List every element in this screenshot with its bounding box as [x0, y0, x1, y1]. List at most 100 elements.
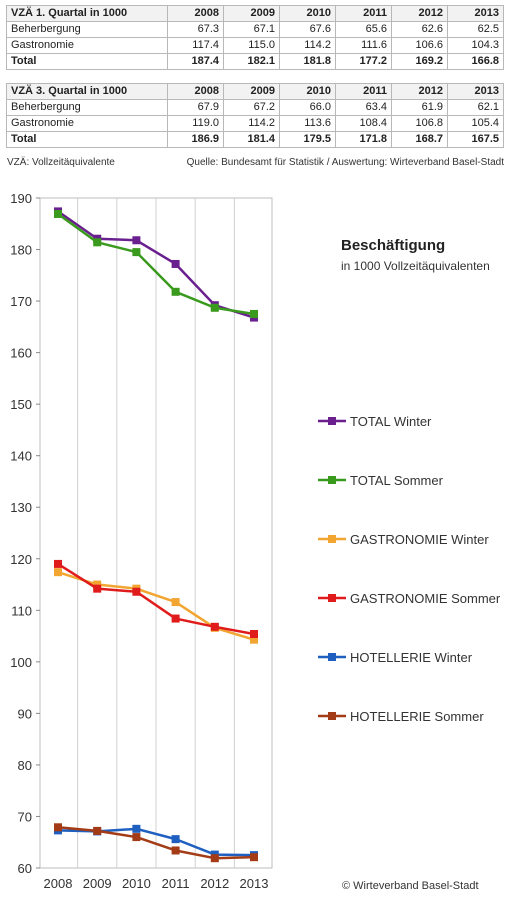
cell: 119.0 — [167, 115, 224, 132]
x-tick-label: 2010 — [122, 876, 151, 891]
data-point — [171, 835, 180, 844]
data-point — [93, 580, 102, 589]
cell: 114.2 — [279, 37, 336, 54]
legend: TOTAL Winter TOTAL Sommer GASTRONOMIE Wint… — [318, 414, 501, 724]
cell: 181.8 — [279, 53, 336, 70]
year-header: 2008 — [167, 5, 224, 22]
cell: 177.2 — [335, 53, 392, 70]
series-line — [57, 562, 255, 636]
x-tick-label: 2009 — [83, 876, 112, 891]
cell: 62.6 — [391, 21, 448, 38]
chart-title: Beschäftigung — [341, 237, 445, 254]
cell: 186.9 — [167, 131, 224, 148]
y-tick-label: 180 — [10, 243, 32, 258]
cell: 106.8 — [391, 115, 448, 132]
cell: 166.8 — [447, 53, 504, 70]
data-point — [132, 833, 141, 842]
data-point — [54, 559, 62, 568]
cell: 111.6 — [335, 37, 392, 54]
row-label: Total — [6, 131, 168, 148]
line-chart: 60 70 80 90 100 110 120 130 140 150 160 170 180 190 2… — [10, 191, 501, 892]
cell: 114.2 — [223, 115, 280, 132]
cell: 108.4 — [335, 115, 392, 132]
table-header-row: VZÄ 3. Quartal in 1000 2008 2009 2010 20… — [6, 83, 504, 100]
table-row: Gastronomie 119.0 114.2 113.6 108.4 106.… — [6, 115, 504, 132]
cell: 182.1 — [223, 53, 280, 70]
legend-marker — [328, 417, 336, 425]
copyright-text: © Wirteverband Basel-Stadt — [342, 880, 479, 892]
year-header: 2010 — [279, 5, 336, 22]
cell: 106.6 — [391, 37, 448, 54]
data-point — [171, 259, 180, 268]
legend-item: TOTAL Winter — [318, 414, 432, 429]
x-tick-label: 2012 — [200, 876, 229, 891]
cell: 66.0 — [279, 99, 336, 116]
data-point — [171, 846, 180, 855]
cell: 115.0 — [223, 37, 280, 54]
table-row: Beherbergung 67.3 67.1 67.6 65.6 62.6 62… — [6, 21, 504, 38]
legend-item: GASTRONOMIE Winter — [318, 532, 489, 547]
year-header: 2012 — [391, 83, 448, 100]
legend-item: HOTELLERIE Sommer — [318, 709, 484, 724]
year-header: 2009 — [223, 83, 280, 100]
year-header: 2009 — [223, 5, 280, 22]
legend-marker — [328, 653, 336, 661]
y-tick-label: 80 — [18, 758, 32, 773]
series-line — [57, 570, 255, 641]
table-row: Beherbergung 67.9 67.2 66.0 63.4 61.9 62… — [6, 99, 504, 116]
cell: 67.3 — [167, 21, 224, 38]
data-point — [171, 287, 180, 296]
year-header: 2010 — [279, 83, 336, 100]
cell: 113.6 — [279, 115, 336, 132]
data-point — [171, 598, 180, 607]
y-tick-label: 140 — [10, 449, 32, 464]
cell: 105.4 — [447, 115, 504, 132]
cell: 117.4 — [167, 37, 224, 54]
legend-marker — [328, 594, 336, 602]
legend-item: TOTAL Sommer — [318, 473, 444, 488]
data-point — [210, 303, 219, 312]
data-point — [210, 622, 219, 631]
data-point — [93, 238, 102, 247]
table-q3: VZÄ 3. Quartal in 1000 2008 2009 2010 20… — [6, 83, 504, 148]
series-line — [57, 212, 255, 316]
legend-label: GASTRONOMIE Sommer — [350, 591, 501, 606]
y-tick-label: 100 — [10, 655, 32, 670]
cell: 104.3 — [447, 37, 504, 54]
y-tick-label: 120 — [10, 552, 32, 567]
cell: 61.9 — [391, 99, 448, 116]
series-hotellerie-sommer — [54, 823, 258, 863]
legend-marker — [328, 712, 336, 720]
y-tick-label: 90 — [18, 706, 32, 721]
row-label: Beherbergung — [6, 21, 168, 38]
series-total-sommer — [54, 209, 258, 318]
data-point — [132, 587, 141, 596]
table-title: VZÄ 1. Quartal in 1000 — [6, 5, 168, 22]
cell: 65.6 — [335, 21, 392, 38]
x-axis: 2008 2009 2010 2011 2012 2013 — [44, 876, 269, 891]
year-header: 2011 — [335, 83, 392, 100]
data-point — [93, 826, 102, 835]
year-header: 2013 — [447, 83, 504, 100]
data-point — [250, 853, 258, 862]
cell: 67.6 — [279, 21, 336, 38]
table-q1: VZÄ 1. Quartal in 1000 2008 2009 2010 20… — [6, 5, 504, 70]
cell: 167.5 — [447, 131, 504, 148]
y-tick-label: 130 — [10, 500, 32, 515]
cell: 62.1 — [447, 99, 504, 116]
table-row-total: Total 186.9 181.4 179.5 171.8 168.7 167.… — [6, 131, 504, 148]
y-tick-label: 60 — [18, 861, 32, 876]
source-note: Quelle: Bundesamt für Statistik / Auswer… — [186, 157, 504, 168]
y-tick-label: 150 — [10, 397, 32, 412]
data-point — [210, 854, 219, 863]
row-label: Total — [6, 53, 168, 70]
x-tick-label: 2008 — [44, 876, 73, 891]
x-tick-label: 2011 — [162, 876, 190, 891]
legend-label: HOTELLERIE Winter — [350, 650, 473, 665]
year-header: 2008 — [167, 83, 224, 100]
abbreviation-note: VZÄ: Vollzeitäquivalente — [7, 157, 115, 168]
cell: 181.4 — [223, 131, 280, 148]
series-layer — [54, 207, 258, 863]
cell: 169.2 — [391, 53, 448, 70]
data-point — [250, 635, 258, 644]
